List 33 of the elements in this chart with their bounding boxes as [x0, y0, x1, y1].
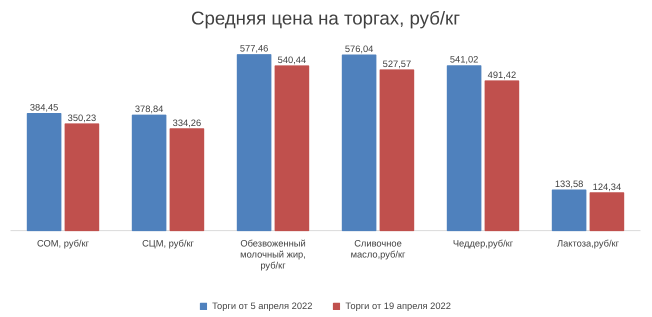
- bar: [64, 123, 100, 232]
- data-label: 527,57: [382, 58, 412, 69]
- legend-label: Торги от 5 апреля 2022: [212, 301, 312, 311]
- bar: [552, 189, 586, 232]
- x-tick-label: Чеддер,руб/кг: [452, 238, 514, 249]
- bar: [446, 65, 482, 232]
- data-label: 334,26: [172, 118, 202, 128]
- bar: [484, 80, 520, 232]
- data-label: 576,04: [344, 44, 374, 54]
- data-label: 378,84: [134, 104, 164, 114]
- data-label: 491,42: [488, 70, 516, 80]
- x-tick-label: Обезвоженный молочный жир, руб/кг: [240, 238, 306, 271]
- bar: [132, 114, 166, 232]
- x-tick-label: Сливочное масло,руб/кг: [350, 238, 406, 260]
- data-label: 577,46: [240, 44, 268, 54]
- bar: [380, 69, 414, 232]
- data-label: 350,23: [68, 112, 96, 123]
- legend-label: Торги от 19 апреля 2022: [345, 301, 451, 311]
- data-label: 133,58: [554, 178, 584, 189]
- data-label: 124,34: [592, 182, 622, 192]
- data-label: 384,45: [30, 102, 58, 112]
- bar: [236, 54, 272, 232]
- x-tick-label: СЦМ, руб/кг: [142, 238, 195, 249]
- bar: [170, 128, 204, 232]
- chart-title: Средняя цена на торгах, руб/кг: [190, 8, 460, 28]
- bar: [274, 65, 310, 232]
- x-tick-label: Лактоза,руб/кг: [556, 238, 620, 249]
- data-label: 541,02: [450, 54, 478, 65]
- data-label: 540,44: [278, 54, 306, 65]
- x-tick-label: СОМ, руб/кг: [36, 238, 90, 249]
- bar: [590, 192, 624, 232]
- bar: [26, 112, 62, 232]
- bar: [342, 54, 376, 232]
